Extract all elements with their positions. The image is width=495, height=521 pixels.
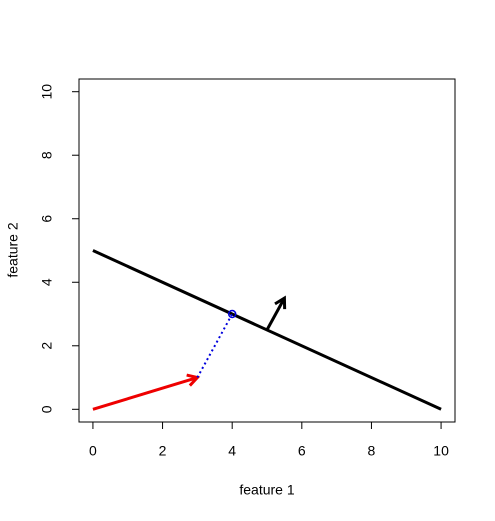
x-tick-label: 6 bbox=[298, 443, 306, 459]
y-tick-label: 6 bbox=[39, 215, 55, 223]
series-line bbox=[92, 376, 198, 411]
series-line bbox=[196, 313, 234, 379]
arrow-head bbox=[274, 295, 287, 310]
y-tick-label: 8 bbox=[39, 151, 55, 159]
x-tick-label: 2 bbox=[159, 443, 167, 459]
x-tick-label: 0 bbox=[89, 443, 97, 459]
arrow-head bbox=[186, 373, 201, 387]
y-tick-label: 0 bbox=[39, 405, 55, 413]
series-line bbox=[265, 297, 286, 331]
x-tick-label: 8 bbox=[368, 443, 376, 459]
x-axis-label: feature 1 bbox=[239, 482, 294, 498]
y-tick-label: 4 bbox=[39, 278, 55, 286]
x-tick-label: 4 bbox=[228, 443, 236, 459]
point bbox=[227, 309, 237, 319]
plot-box bbox=[78, 78, 456, 423]
x-tick-label: 10 bbox=[433, 443, 449, 459]
y-axis-label: feature 2 bbox=[5, 222, 21, 277]
y-tick-label: 10 bbox=[39, 84, 55, 100]
y-tick-label: 2 bbox=[39, 342, 55, 350]
